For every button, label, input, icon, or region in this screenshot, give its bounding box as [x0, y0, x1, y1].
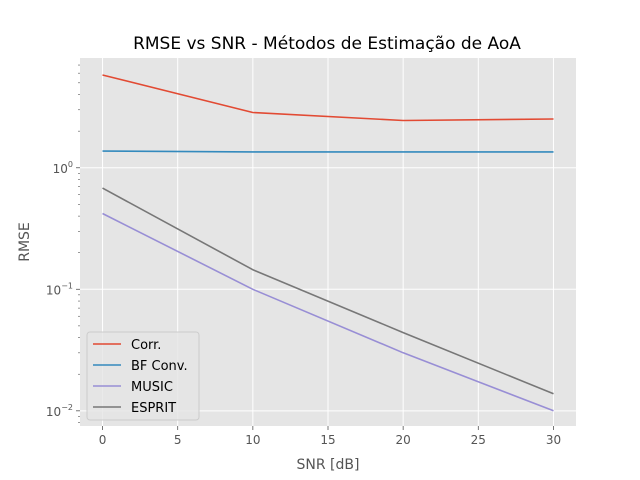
series-line — [102, 187, 554, 395]
chart-title: RMSE vs SNR - Métodos de Estimação de Ao… — [133, 34, 521, 54]
y-tick-label: 10−1 — [46, 281, 73, 297]
y-tick-label: 10−2 — [46, 403, 73, 419]
series-lines — [102, 74, 554, 412]
series-line — [102, 212, 554, 412]
series-line — [102, 74, 554, 122]
x-tick-label: 10 — [245, 433, 260, 447]
x-ticks: 0 5 10 15 20 25 30 — [99, 426, 561, 447]
x-tick-label: 0 — [99, 433, 107, 447]
y-axis-label: RMSE — [17, 222, 33, 262]
x-tick-label: 15 — [320, 433, 335, 447]
legend-label: BF Conv. — [131, 359, 188, 374]
legend-box — [86, 331, 200, 421]
legend-items: Corr. BF Conv. MUSIC ESPRIT — [93, 338, 188, 416]
y-tick-label: 100 — [53, 160, 73, 176]
legend-label: MUSIC — [131, 380, 173, 395]
legend-label: Corr. — [131, 338, 161, 353]
x-tick-label: 5 — [174, 433, 182, 447]
x-tick-label: 30 — [546, 433, 561, 447]
y-minor-ticks — [78, 64, 80, 423]
legend: Corr. BF Conv. MUSIC ESPRIT — [86, 331, 200, 421]
x-axis-label: SNR [dB] — [297, 457, 360, 473]
legend-label: ESPRIT — [131, 401, 176, 416]
y-ticks: 10−2 10−1 100 — [46, 160, 80, 419]
series-line — [102, 150, 554, 153]
x-tick-label: 20 — [396, 433, 411, 447]
x-tick-label: 25 — [471, 433, 486, 447]
